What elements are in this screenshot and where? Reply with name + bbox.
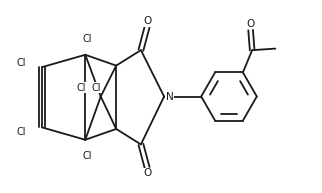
Text: Cl: Cl <box>82 151 91 161</box>
Text: Cl: Cl <box>16 58 26 68</box>
Text: Cl: Cl <box>77 83 86 93</box>
Text: O: O <box>143 16 151 26</box>
Text: Cl: Cl <box>91 83 101 93</box>
Text: N: N <box>166 91 174 102</box>
Text: Cl: Cl <box>16 127 26 137</box>
Text: O: O <box>143 168 151 178</box>
Text: Cl: Cl <box>82 34 91 44</box>
Text: O: O <box>247 19 255 29</box>
